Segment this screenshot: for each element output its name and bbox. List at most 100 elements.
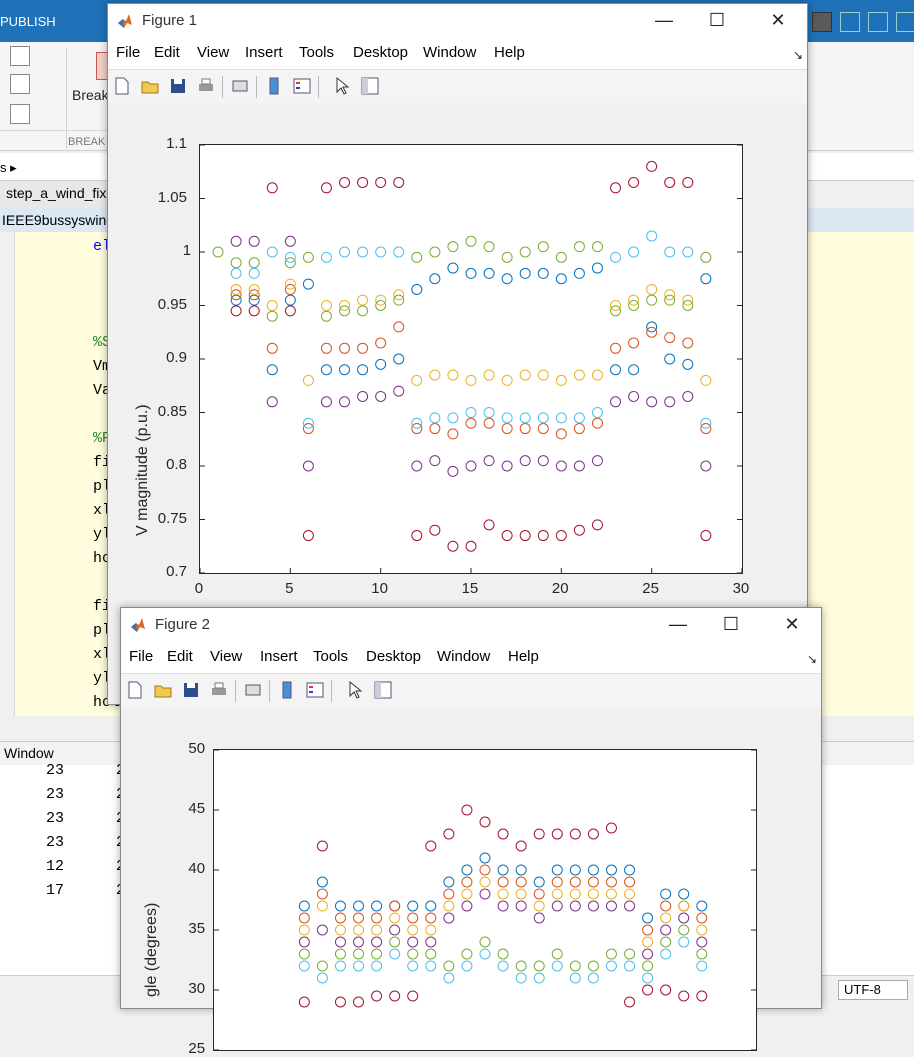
figure-2-titlebar[interactable]: Figure 2 — ☐ ✕: [121, 608, 821, 641]
breadcrumb[interactable]: s ▸: [0, 160, 17, 175]
menu-tools[interactable]: Tools: [299, 44, 335, 61]
data-point: [569, 900, 581, 912]
y-tick-label: 1: [182, 242, 192, 259]
menu-window[interactable]: Window: [423, 44, 477, 61]
menu-insert[interactable]: Insert: [245, 44, 283, 61]
data-point: [339, 300, 351, 311]
data-point: [533, 900, 545, 912]
legend-icon[interactable]: [292, 76, 312, 96]
data-point: [447, 465, 459, 477]
x-tick-label: 15: [461, 580, 479, 597]
figure-2-menubar: [121, 641, 821, 673]
save-icon[interactable]: [812, 12, 832, 32]
legend-icon[interactable]: [305, 680, 325, 700]
data-point: [551, 900, 563, 912]
data-point: [339, 364, 351, 376]
data-point: [610, 396, 622, 408]
code-line: ho: [93, 550, 112, 567]
menu-file[interactable]: File: [129, 648, 154, 665]
new-figure-icon[interactable]: [112, 76, 132, 96]
menu-help[interactable]: Help: [494, 44, 525, 61]
data-point: [447, 540, 459, 552]
data-point: [610, 300, 622, 311]
menu-view[interactable]: View: [197, 44, 230, 61]
print-figure-icon[interactable]: [209, 680, 229, 700]
colorbar-icon[interactable]: [264, 76, 284, 96]
data-point: [429, 273, 441, 285]
menu-help[interactable]: Help: [508, 648, 539, 665]
data-point: [302, 417, 314, 429]
data-point: [302, 251, 314, 263]
figure-1-title: Figure 1: [142, 12, 198, 29]
format-icon[interactable]: [10, 74, 30, 94]
data-point: [248, 294, 260, 306]
colorbar-icon[interactable]: [277, 680, 297, 700]
data-point: [429, 524, 441, 536]
x-tick-label: 25: [642, 580, 659, 597]
menu-insert[interactable]: Insert: [260, 648, 298, 665]
data-point: [497, 948, 509, 960]
data-point: [628, 390, 640, 402]
copy-icon[interactable]: [868, 12, 888, 32]
menu-tools[interactable]: Tools: [313, 648, 349, 665]
publish-tab[interactable]: PUBLISH: [0, 14, 56, 29]
open-file-icon[interactable]: [140, 76, 160, 96]
data-point: [660, 900, 672, 912]
save-figure-icon[interactable]: [181, 680, 201, 700]
print-figure-icon[interactable]: [196, 76, 216, 96]
data-point: [664, 176, 676, 188]
data-point: [407, 936, 419, 948]
data-point: [497, 864, 509, 876]
open-file-icon[interactable]: [153, 680, 173, 700]
maximize-button[interactable]: ☐: [708, 9, 726, 30]
data-point: [515, 960, 527, 972]
menu-edit[interactable]: Edit: [167, 648, 193, 665]
data-point: [573, 369, 585, 381]
close-button[interactable]: ✕: [770, 9, 786, 30]
figure-2-axes[interactable]: [213, 749, 757, 1051]
figure-1-titlebar[interactable]: Figure 1 — ☐ ✕: [108, 4, 807, 37]
data-point: [479, 876, 491, 888]
data-point: [664, 246, 676, 258]
data-point: [555, 412, 567, 424]
figure-2-window[interactable]: Figure 2 — ☐ ✕ File Edit View Insert Too…: [120, 607, 822, 1057]
save-figure-icon[interactable]: [168, 76, 188, 96]
property-inspector-icon[interactable]: [373, 680, 393, 700]
paste-icon[interactable]: [896, 12, 914, 32]
close-button[interactable]: ✕: [784, 613, 800, 634]
maximize-button[interactable]: ☐: [722, 613, 740, 634]
cut-icon[interactable]: [840, 12, 860, 32]
data-point: [316, 876, 328, 888]
dock-arrow-icon[interactable]: ↘: [806, 652, 817, 666]
link-plot-icon[interactable]: [230, 76, 250, 96]
data-point: [443, 912, 455, 924]
minimize-button[interactable]: —: [655, 9, 673, 30]
minimize-button[interactable]: —: [669, 613, 687, 634]
breakpoints-group-label: BREAK: [68, 136, 106, 148]
figure-1-axes[interactable]: [199, 144, 743, 574]
data-point: [605, 960, 617, 972]
menu-file[interactable]: File: [116, 44, 141, 61]
data-point: [519, 246, 531, 258]
menu-edit[interactable]: Edit: [154, 44, 180, 61]
dock-arrow-icon[interactable]: ↘: [792, 48, 803, 62]
menu-desktop[interactable]: Desktop: [366, 648, 422, 665]
edit-plot-icon[interactable]: [345, 680, 365, 700]
data-point: [407, 948, 419, 960]
menu-desktop[interactable]: Desktop: [353, 44, 409, 61]
y-axis-label: gle (degrees): [143, 902, 160, 997]
data-point: [610, 364, 622, 376]
property-inspector-icon[interactable]: [360, 76, 380, 96]
breakpoints-button-label[interactable]: Break: [72, 87, 109, 103]
figure-1-window[interactable]: Figure 1 — ☐ ✕ File Edit View Insert Too…: [107, 3, 808, 705]
link-plot-icon[interactable]: [243, 680, 263, 700]
data-point: [284, 235, 296, 247]
menu-window[interactable]: Window: [437, 648, 491, 665]
insert-icon[interactable]: [10, 104, 30, 124]
data-point: [646, 160, 658, 172]
data-point: [411, 417, 423, 429]
edit-plot-icon[interactable]: [332, 76, 352, 96]
indent-icon[interactable]: [10, 46, 30, 66]
menu-view[interactable]: View: [210, 648, 243, 665]
new-figure-icon[interactable]: [125, 680, 145, 700]
